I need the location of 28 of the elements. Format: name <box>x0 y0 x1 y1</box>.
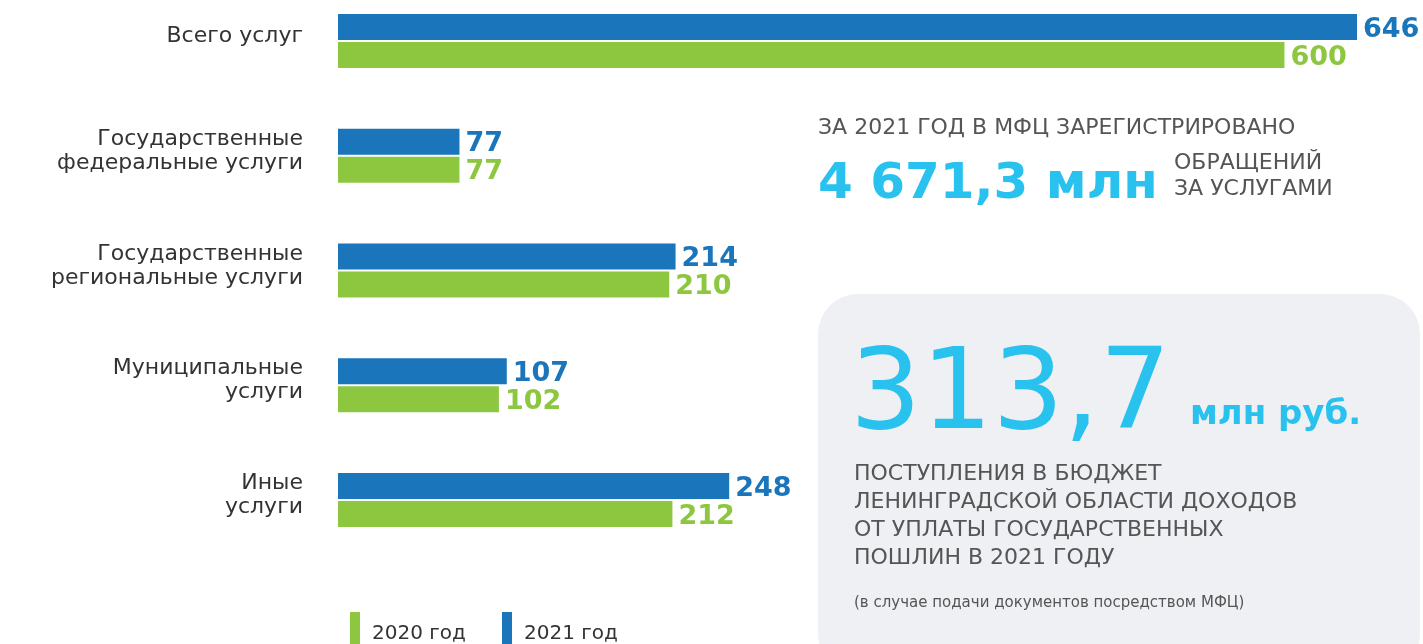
annotation: ОБРАЩЕНИЙ ЗА УСЛУГАМИ <box>1174 149 1333 200</box>
data-label: 212 <box>678 498 735 530</box>
data-label: 646 <box>1363 11 1420 43</box>
legend-label: 2020 год <box>372 620 466 644</box>
legend-label: 2021 год <box>524 620 618 644</box>
annotation: 313,7 <box>850 324 1171 454</box>
y-tick-label: Иные услуги <box>224 469 303 518</box>
annotation: млн руб. <box>1190 392 1362 432</box>
y-tick-label: Всего услуг <box>166 22 303 47</box>
bar <box>338 386 499 413</box>
y-tick-label: Государственные федеральные услуги <box>57 124 303 174</box>
bar <box>338 358 507 385</box>
bar <box>338 271 670 298</box>
bar <box>338 473 730 499</box>
bar <box>338 501 673 527</box>
annotation: ПОСТУПЛЕНИЯ В БЮДЖЕТ ЛЕНИНГРАДСКОЙ ОБЛАСТИ ДОХОДОВ ОТ УПЛАТЫ ГОСУДАРСТВЕННЫХ ПОШЛИН В 2021 ГОДУ <box>854 460 1298 569</box>
y-tick-label: Муниципальные услуги <box>112 354 303 404</box>
annotation: 4 671,3 млн <box>818 152 1158 210</box>
bar <box>338 243 676 270</box>
bar <box>338 42 1285 68</box>
bar <box>338 128 460 155</box>
bar <box>338 14 1357 40</box>
data-label: 600 <box>1290 39 1347 71</box>
bar <box>338 156 460 183</box>
text: ЗА 2021 ГОД В МФЦ ЗАРЕГИСТРИРОВАНО <box>818 114 1296 139</box>
text: (в случае подачи документов посредством МФЦ) <box>854 593 1245 611</box>
y-tick-label: Государственные региональные услуги <box>50 239 303 289</box>
data-label: 248 <box>735 470 792 502</box>
